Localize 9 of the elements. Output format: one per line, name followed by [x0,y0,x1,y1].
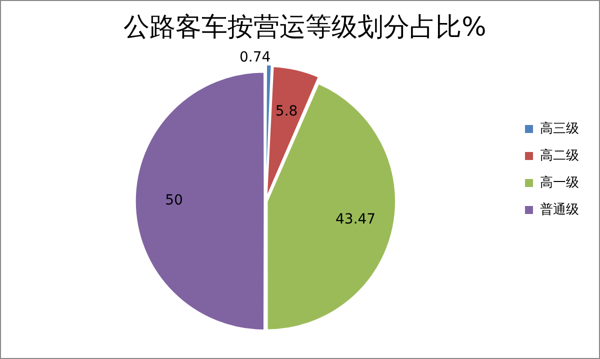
data-label: 43.47 [336,211,376,228]
legend-label: 高二级 [540,147,579,164]
data-label: 50 [165,192,183,209]
legend-label: 高三级 [540,120,579,136]
legend-label: 高一级 [540,174,579,190]
legend-label: 普通级 [540,201,579,218]
data-label: 5.8 [275,103,298,120]
chart-title: 公路客车按营运等级划分占比% [124,12,486,42]
data-label: 0.74 [239,49,271,66]
